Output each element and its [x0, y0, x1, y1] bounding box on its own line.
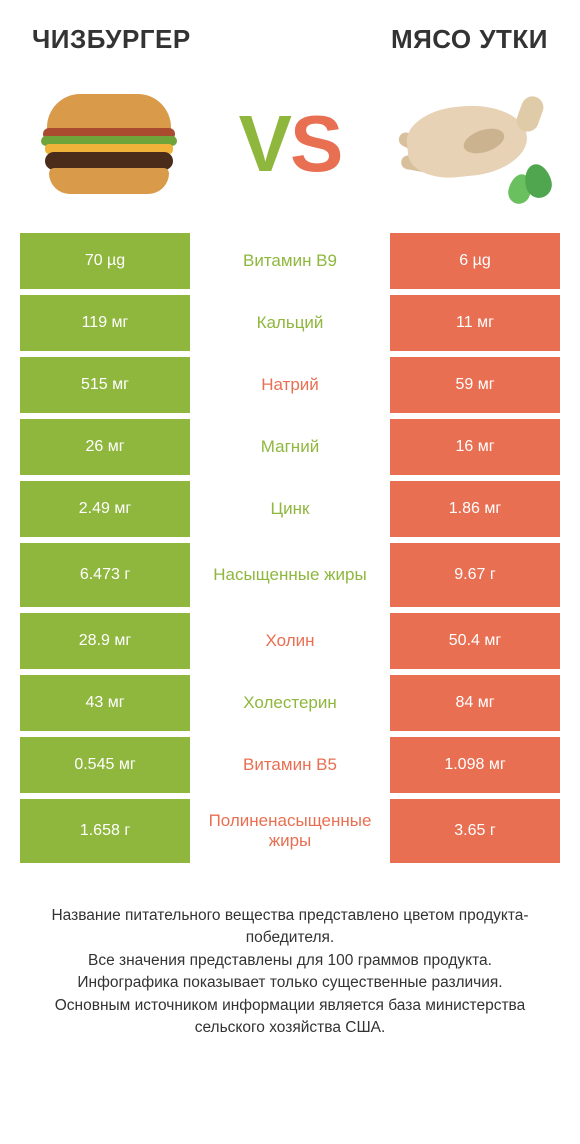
- table-row: 119 мгКальций11 мг: [20, 295, 560, 351]
- left-value: 1.658 г: [20, 799, 190, 863]
- right-food-image: [386, 79, 556, 209]
- left-value: 0.545 мг: [20, 737, 190, 793]
- right-value: 6 µg: [390, 233, 560, 289]
- vs-label: VS: [239, 98, 342, 190]
- table-row: 26 мгМагний16 мг: [20, 419, 560, 475]
- nutrient-label: Холестерин: [190, 675, 390, 731]
- vs-s: S: [290, 99, 341, 188]
- right-value: 50.4 мг: [390, 613, 560, 669]
- nutrient-label: Полиненасыщенные жиры: [190, 799, 390, 863]
- table-row: 28.9 мгХолин50.4 мг: [20, 613, 560, 669]
- table-row: 70 µgВитамин B96 µg: [20, 233, 560, 289]
- table-row: 1.658 гПолиненасыщенные жиры3.65 г: [20, 799, 560, 863]
- left-value: 515 мг: [20, 357, 190, 413]
- nutrient-label: Магний: [190, 419, 390, 475]
- left-value: 119 мг: [20, 295, 190, 351]
- burger-icon: [39, 94, 179, 194]
- right-value: 9.67 г: [390, 543, 560, 607]
- nutrient-label: Насыщенные жиры: [190, 543, 390, 607]
- right-value: 11 мг: [390, 295, 560, 351]
- vs-v: V: [239, 99, 290, 188]
- images-row: VS: [0, 63, 580, 233]
- table-row: 2.49 мгЦинк1.86 мг: [20, 481, 560, 537]
- nutrient-label: Натрий: [190, 357, 390, 413]
- left-food-image: [24, 79, 194, 209]
- nutrient-label: Кальций: [190, 295, 390, 351]
- left-value: 28.9 мг: [20, 613, 190, 669]
- footnote-line: Основным источником информации является …: [28, 995, 552, 1040]
- footnote-line: Все значения представлены для 100 граммо…: [28, 950, 552, 972]
- table-row: 515 мгНатрий59 мг: [20, 357, 560, 413]
- right-value: 1.86 мг: [390, 481, 560, 537]
- nutrient-label: Цинк: [190, 481, 390, 537]
- left-value: 70 µg: [20, 233, 190, 289]
- table-row: 6.473 гНасыщенные жиры9.67 г: [20, 543, 560, 607]
- right-value: 1.098 мг: [390, 737, 560, 793]
- duck-icon: [391, 84, 551, 204]
- right-value: 3.65 г: [390, 799, 560, 863]
- nutrient-label: Витамин B9: [190, 233, 390, 289]
- header: Чизбургер Мясо Утки: [0, 0, 580, 63]
- right-food-title: Мясо Утки: [391, 24, 548, 55]
- right-value: 59 мг: [390, 357, 560, 413]
- left-value: 6.473 г: [20, 543, 190, 607]
- table-row: 0.545 мгВитамин B51.098 мг: [20, 737, 560, 793]
- footnote: Название питательного вещества представл…: [0, 869, 580, 1040]
- footnote-line: Инфографика показывает только существенн…: [28, 972, 552, 994]
- right-value: 84 мг: [390, 675, 560, 731]
- right-value: 16 мг: [390, 419, 560, 475]
- left-food-title: Чизбургер: [32, 24, 191, 55]
- left-value: 43 мг: [20, 675, 190, 731]
- left-value: 2.49 мг: [20, 481, 190, 537]
- table-row: 43 мгХолестерин84 мг: [20, 675, 560, 731]
- nutrient-label: Витамин B5: [190, 737, 390, 793]
- comparison-table: 70 µgВитамин B96 µg 119 мгКальций11 мг 515…: [0, 233, 580, 863]
- footnote-line: Название питательного вещества представл…: [28, 905, 552, 950]
- left-value: 26 мг: [20, 419, 190, 475]
- nutrient-label: Холин: [190, 613, 390, 669]
